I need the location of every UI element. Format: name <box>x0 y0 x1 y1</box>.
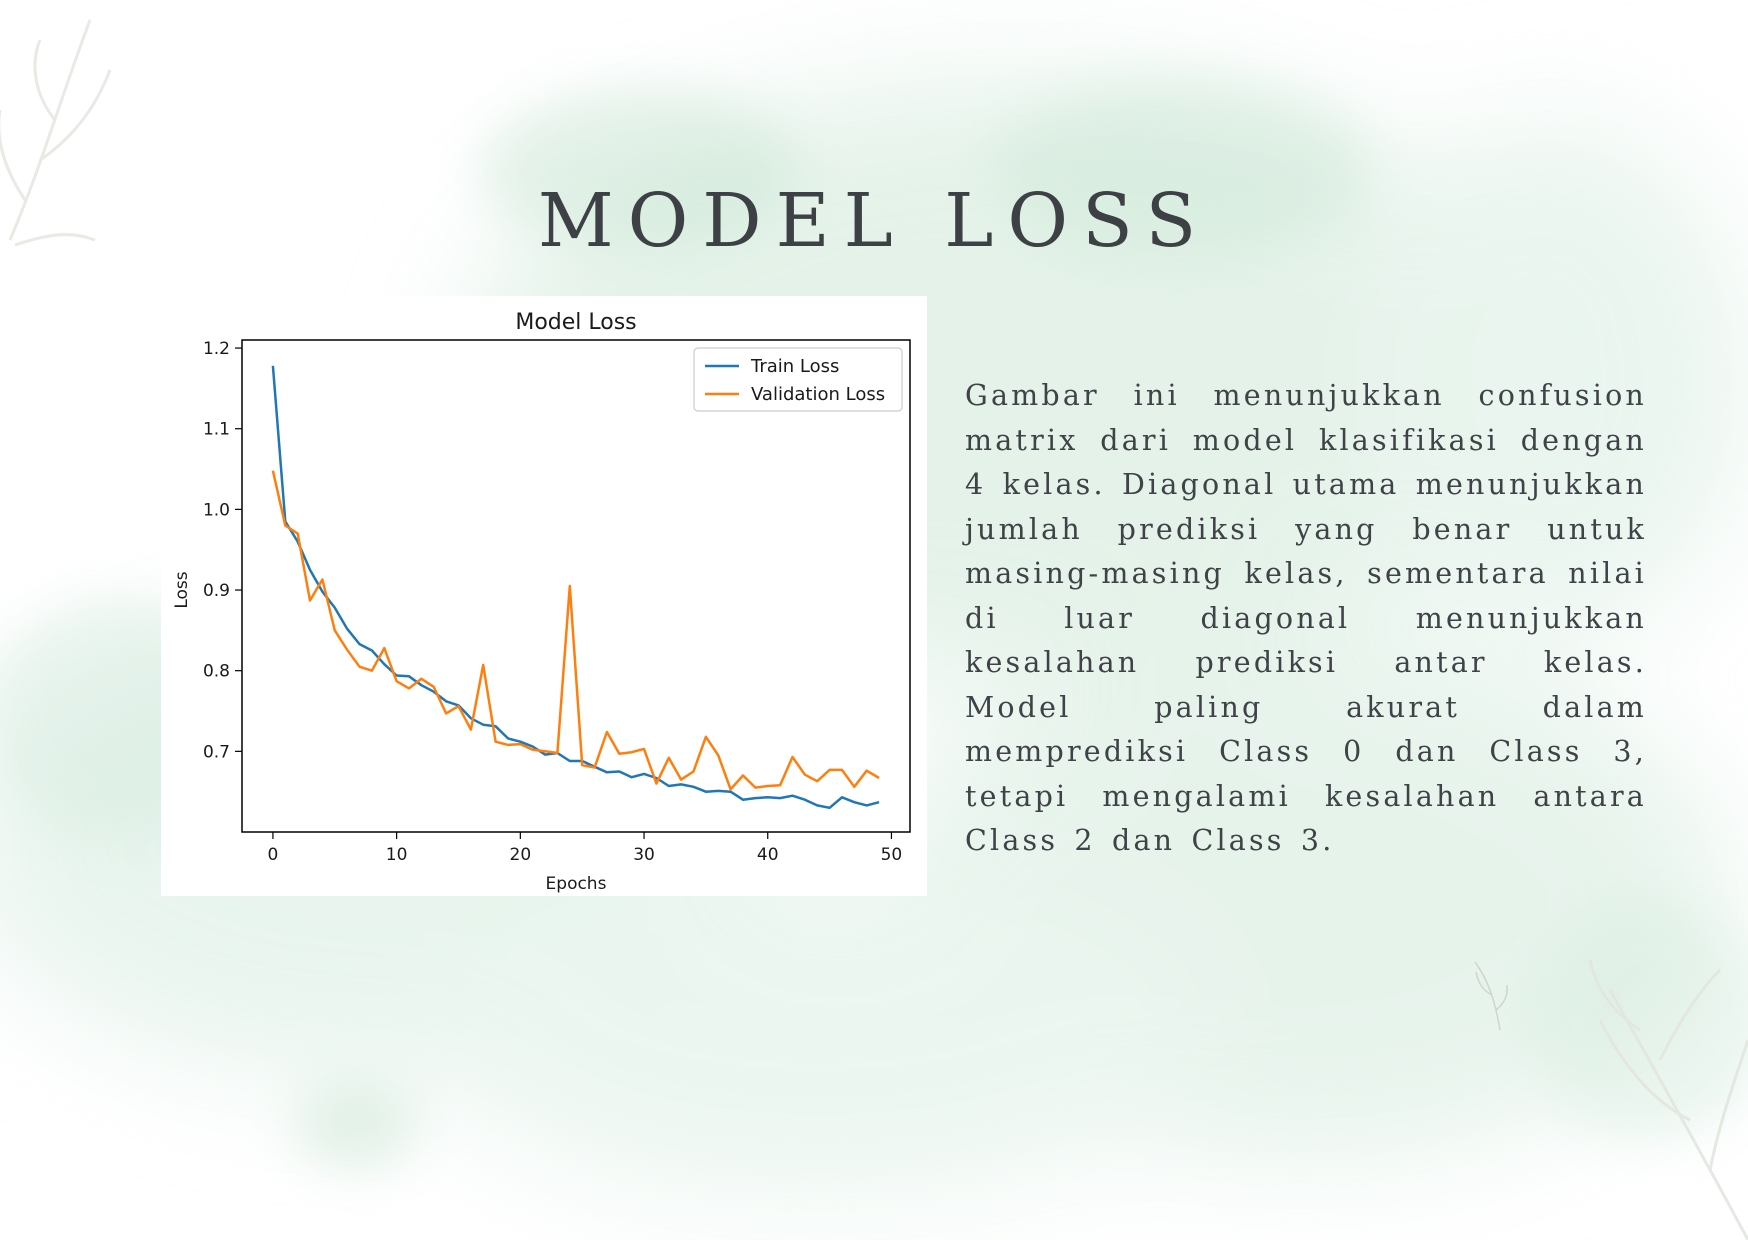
x-tick-label: 10 <box>386 845 408 865</box>
leaf-branch-bottom-right <box>1588 959 1748 1240</box>
x-tick-label: 40 <box>757 845 779 865</box>
x-tick-label: 20 <box>510 845 532 865</box>
x-tick-label: 30 <box>633 845 655 865</box>
model-loss-chart: Model Loss 0 10 20 30 40 50 0.7 0.8 0.9 1.0 1.1 1.… <box>161 296 927 896</box>
legend-label-validation-loss: Validation Loss <box>751 384 885 405</box>
page-title: MODEL LOSS <box>537 178 1211 264</box>
legend-box <box>693 347 903 412</box>
x-axis-ticks: 0 10 20 30 40 50 <box>268 832 903 865</box>
plot-frame <box>241 339 911 833</box>
legend-label-train-loss: Train Loss <box>750 356 839 377</box>
y-tick-label: 0.9 <box>203 581 230 601</box>
leaf-branch-top-left <box>0 19 112 247</box>
description-paragraph: Gambar ini menunjukkan confusion matrix … <box>965 379 1647 857</box>
series-line-validation-loss <box>271 470 880 791</box>
y-axis-label: Loss <box>172 571 192 608</box>
chart-svg: Model Loss 0 10 20 30 40 50 0.7 0.8 0.9 1.0 1.1 1.… <box>172 310 911 894</box>
y-tick-label: 1.0 <box>203 500 230 520</box>
legend: Train Loss Validation Loss <box>693 347 903 412</box>
x-tick-label: 50 <box>881 845 903 865</box>
y-axis-ticks: 0.7 0.8 0.9 1.0 1.1 1.2 <box>203 339 242 762</box>
chart-title: Model Loss <box>515 310 636 335</box>
series-line-train-loss <box>271 365 880 810</box>
plot-lines <box>271 365 880 810</box>
y-tick-label: 0.7 <box>203 742 230 762</box>
y-tick-label: 0.8 <box>203 662 230 682</box>
x-tick-label: 0 <box>268 845 279 865</box>
small-sprig <box>1474 961 1508 1031</box>
x-axis-label: Epochs <box>546 874 607 894</box>
y-tick-label: 1.1 <box>203 420 230 440</box>
y-tick-label: 1.2 <box>203 339 230 359</box>
